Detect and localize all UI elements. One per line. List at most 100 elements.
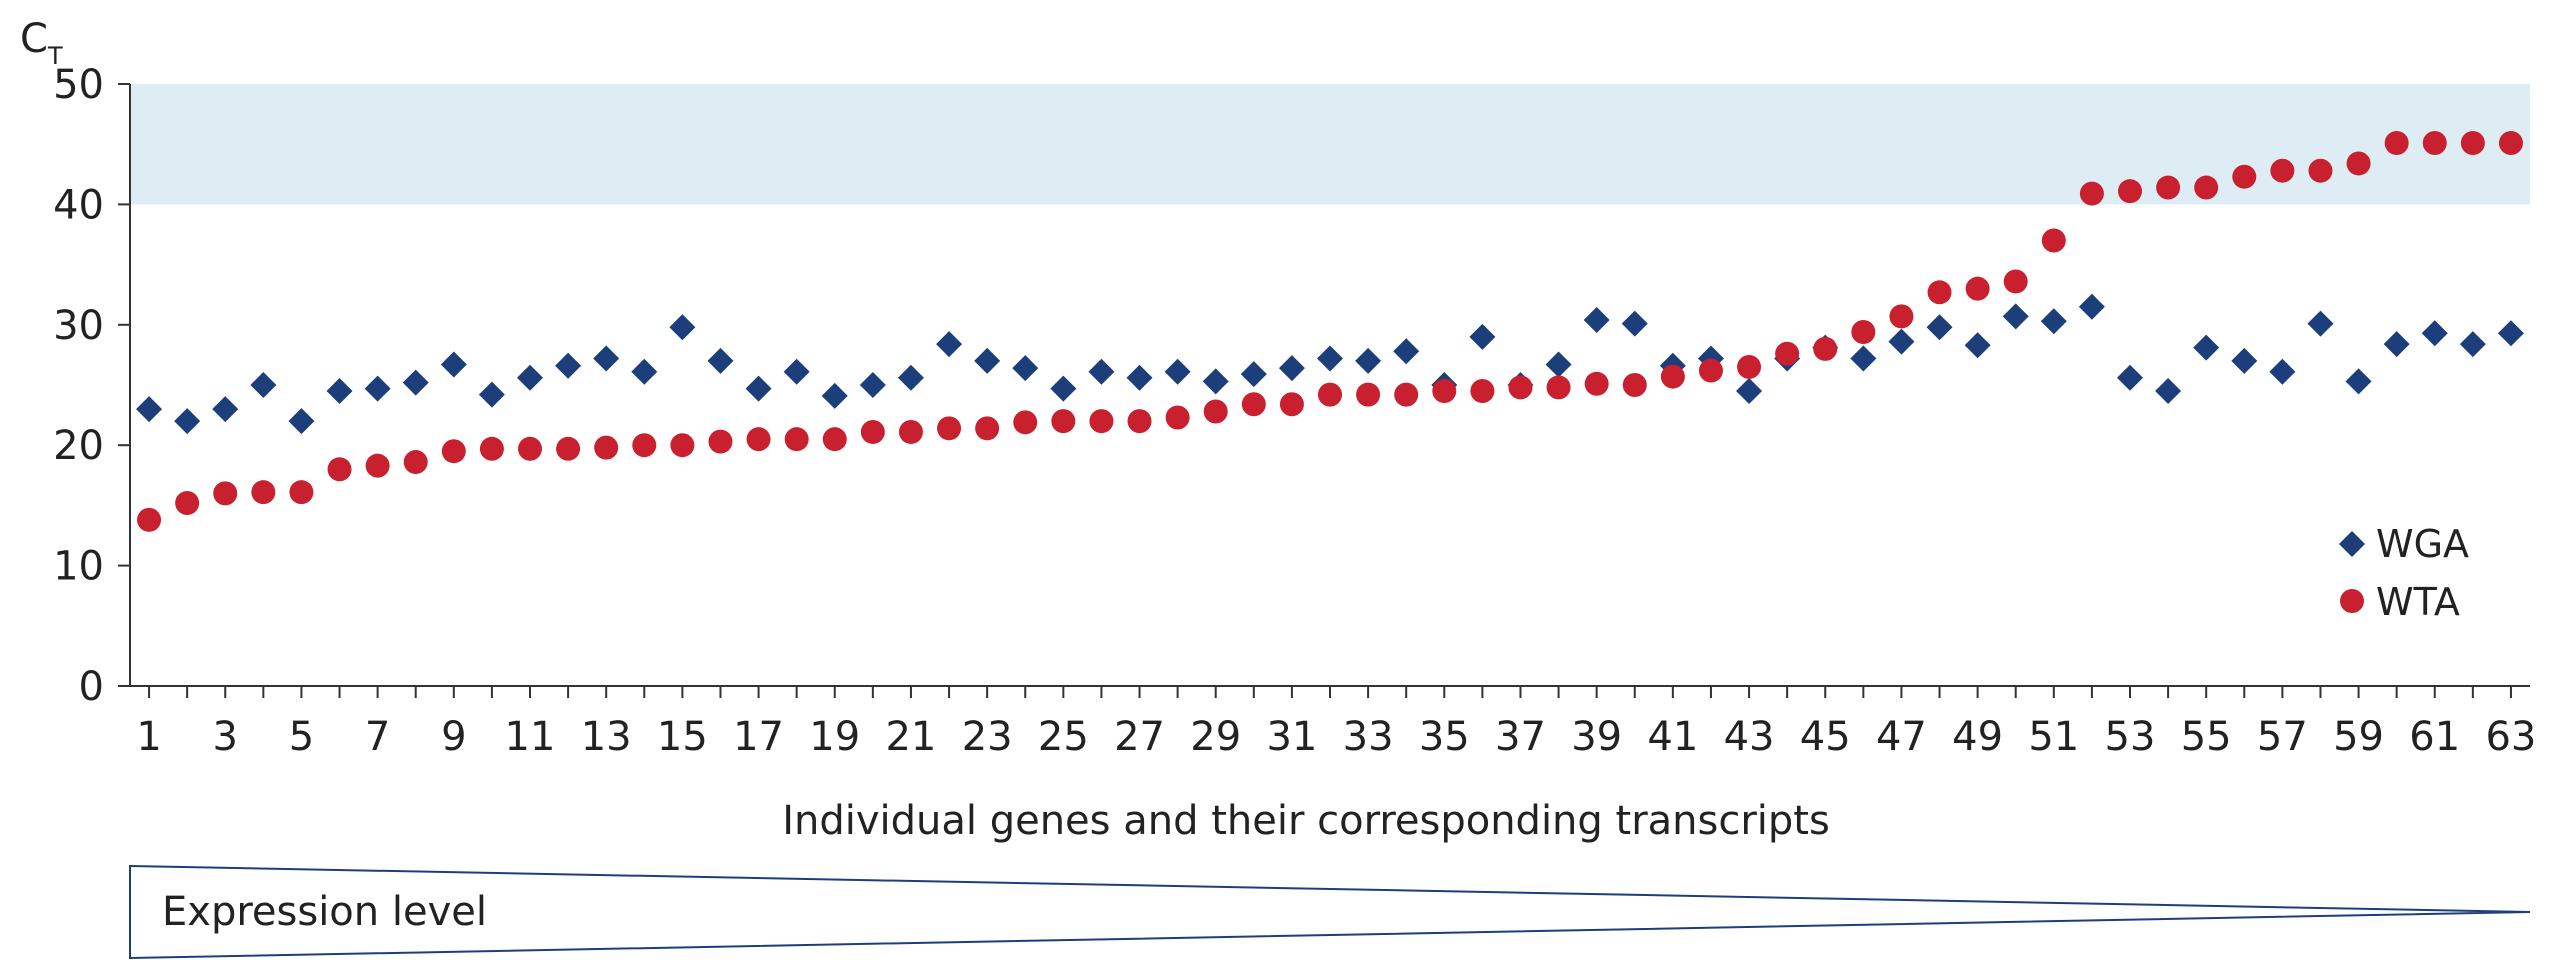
wga-point [326, 378, 353, 405]
wga-point [1964, 332, 1991, 359]
x-tick-label: 43 [1724, 714, 1775, 760]
y-tick-label: 30 [53, 303, 104, 349]
wga-point [1850, 345, 1877, 372]
wta-point [594, 435, 619, 460]
expression-level-label: Expression level [162, 889, 487, 935]
wta-point [2194, 175, 2219, 200]
legend-wta-label: WTA [2376, 580, 2460, 624]
wta-point [1356, 382, 1381, 407]
wta-point [670, 433, 695, 458]
x-tick-label: 29 [1190, 714, 1241, 760]
x-tick-label: 41 [1647, 714, 1698, 760]
x-tick-label: 51 [2028, 714, 2079, 760]
wta-point [2422, 130, 2447, 155]
legend-wta-marker [2340, 589, 2364, 613]
wta-point [479, 436, 504, 461]
wga-point [897, 364, 924, 391]
wta-point [441, 439, 466, 464]
x-tick-label: 19 [809, 714, 860, 760]
y-tick-label: 0 [79, 664, 104, 710]
wta-point [251, 480, 276, 505]
wta-point [2118, 179, 2142, 204]
x-tick-label: 15 [657, 714, 708, 760]
wta-point [1584, 371, 1609, 396]
x-tick-label: 31 [1266, 714, 1317, 760]
wga-point [1088, 358, 1115, 385]
wga-point [1393, 338, 1420, 365]
wga-point [669, 314, 696, 341]
wta-point [1546, 375, 1571, 400]
wga-point [1926, 314, 1953, 341]
wta-point [898, 419, 923, 444]
wta-point [365, 453, 390, 478]
x-tick-label: 47 [1876, 714, 1927, 760]
wta-point [1394, 382, 1419, 407]
wta-point [2232, 164, 2257, 189]
wta-point [1318, 382, 1342, 407]
y-tick-label: 50 [53, 62, 104, 108]
wta-point [1965, 276, 1990, 301]
wta-point [2346, 151, 2371, 176]
wta-point [975, 416, 1000, 441]
x-tick-label: 17 [733, 714, 784, 760]
wga-point [364, 375, 391, 402]
wta-point [556, 436, 581, 461]
wta-point [289, 480, 314, 505]
wga-point [859, 372, 886, 398]
x-tick-label: 45 [1800, 714, 1851, 760]
x-ticks: 1 3 5 7 9 11 13 15 17 19 21 23 25 27 29 31 33 35 37 39 41 43 4… [136, 686, 2536, 760]
wga-point [402, 369, 429, 396]
wga-point [1050, 375, 1077, 402]
wta-point [822, 427, 847, 452]
wta-point [1470, 379, 1495, 404]
wga-point [478, 381, 505, 408]
y-tick-label: 40 [53, 182, 104, 228]
y-axis-label: CT [20, 16, 63, 70]
series-wta [137, 130, 2523, 532]
x-tick-label: 39 [1571, 714, 1622, 760]
wga-point [745, 375, 772, 402]
wta-point [2041, 228, 2066, 253]
wga-point [974, 347, 1001, 374]
wta-point [1241, 392, 1266, 417]
x-tick-label: 49 [1952, 714, 2003, 760]
wta-point [2308, 158, 2333, 183]
wta-point [746, 427, 771, 452]
x-tick-label: 25 [1038, 714, 1089, 760]
wga-point [1126, 364, 1153, 391]
wta-point [1013, 410, 1038, 435]
wta-point [1737, 354, 1762, 379]
wga-point [707, 347, 734, 374]
wta-point [518, 436, 542, 461]
series-layer [136, 130, 2524, 532]
wga-point [1164, 358, 1191, 385]
wta-point [1889, 304, 1914, 329]
wga-point [2078, 293, 2105, 320]
wta-point [1089, 409, 1114, 434]
x-tick-label: 9 [441, 714, 466, 760]
wta-point [403, 450, 428, 475]
legend-wga-label: WGA [2376, 522, 2469, 566]
legend-wga-marker [2339, 531, 2365, 557]
wta-point [175, 490, 200, 515]
x-tick-label: 33 [1343, 714, 1394, 760]
x-tick-label: 57 [2257, 714, 2308, 760]
wga-point [2345, 368, 2372, 395]
wta-point [1203, 399, 1228, 424]
wga-point [2307, 310, 2334, 337]
expression-level-wedge [129, 864, 2531, 960]
wta-point [860, 419, 885, 444]
wta-point [1622, 373, 1647, 397]
wga-point [136, 396, 163, 423]
x-tick-label: 55 [2181, 714, 2232, 760]
y-axis-label-main: C [20, 16, 48, 62]
wta-point [213, 481, 238, 506]
wga-point [2117, 364, 2143, 391]
wga-point [1012, 355, 1039, 382]
x-tick-label: 59 [2333, 714, 2384, 760]
wta-point [327, 457, 352, 482]
x-tick-label: 5 [289, 714, 314, 760]
wga-point [2231, 347, 2258, 374]
wga-point [1469, 323, 1496, 350]
